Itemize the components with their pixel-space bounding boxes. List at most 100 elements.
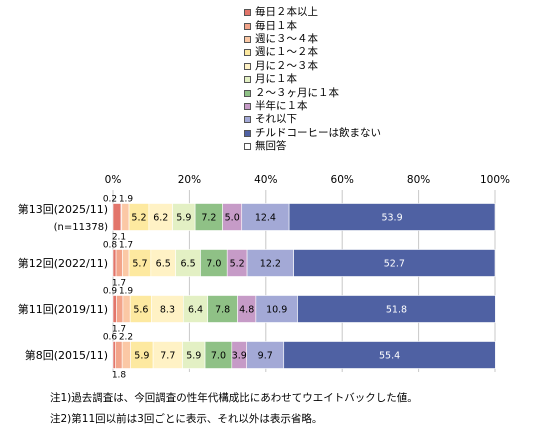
bar-segment xyxy=(200,249,228,277)
legend-label: 週に１～２本 xyxy=(255,46,318,59)
data-label: 52.7 xyxy=(384,259,405,270)
data-label: 7.2 xyxy=(201,213,216,224)
data-label-outside: 2.2 xyxy=(119,333,133,343)
data-label: 9.7 xyxy=(258,351,273,362)
bar-segment xyxy=(293,249,496,277)
data-label-outside: 1.7 xyxy=(119,241,133,251)
bar-segment xyxy=(255,295,298,323)
data-label-outside: 0.8 xyxy=(103,241,118,251)
x-tick-label: 80% xyxy=(407,174,430,186)
bar-segment xyxy=(175,249,201,277)
data-label: 10.9 xyxy=(266,305,287,316)
legend-item: 週に３～４本 xyxy=(244,33,381,46)
data-label: 5.9 xyxy=(186,351,201,362)
bar-segment xyxy=(207,295,238,323)
legend-label: ２～３ヶ月に１本 xyxy=(255,86,339,99)
data-label: 51.8 xyxy=(386,305,407,316)
bar-segment xyxy=(150,249,176,277)
legend-item: 月に２～３本 xyxy=(244,60,381,73)
legend-swatch xyxy=(244,22,251,30)
data-label-outside: 1.7 xyxy=(112,279,126,289)
footnote-1: 注1)過去調査は、今回調査の性年代構成比にあわせてウエイトバックした値。 xyxy=(50,392,418,404)
data-label: 5.9 xyxy=(134,351,149,362)
legend-item: 毎日１本 xyxy=(244,19,381,32)
data-label: 5.6 xyxy=(133,305,148,316)
bar-segment xyxy=(151,295,184,323)
bar-segment xyxy=(182,295,209,323)
category-label: 第13回(2025/11) xyxy=(18,202,108,216)
legend-swatch xyxy=(244,89,251,97)
data-label: 6.5 xyxy=(156,259,171,270)
data-label: 4.8 xyxy=(239,305,254,316)
legend-swatch xyxy=(244,129,251,137)
legend: 毎日２本以上 毎日１本 週に３～４本 週に１～２本 月に２～３本 月に１本 ２～３ヶ月に１本… xyxy=(244,6,381,153)
bar-segment xyxy=(241,203,290,231)
bar-segment xyxy=(246,249,294,277)
category-label: 第12回(2022/11) xyxy=(18,256,108,270)
legend-swatch xyxy=(244,35,251,43)
bar-segment xyxy=(297,295,496,323)
legend-label: 毎日１本 xyxy=(255,19,297,32)
category-label: (n=11378) xyxy=(54,222,108,233)
data-label: 7.7 xyxy=(160,351,175,362)
legend-label: それ以下 xyxy=(255,113,297,126)
data-label: 6.5 xyxy=(181,259,196,270)
data-label: 3.9 xyxy=(232,351,247,362)
legend-label: 月に２～３本 xyxy=(255,59,318,72)
data-label-outside: 1.9 xyxy=(119,287,134,297)
x-tick-label: 100% xyxy=(480,174,510,186)
bar-segment xyxy=(288,203,496,231)
data-label: 6.4 xyxy=(188,305,203,316)
data-label: 12.4 xyxy=(255,213,276,224)
legend-item: ２～３ヶ月に１本 xyxy=(244,86,381,99)
bar-segment xyxy=(194,203,223,231)
category-label: 第8回(2015/11) xyxy=(25,348,108,362)
data-label-outside: 1.7 xyxy=(112,325,126,335)
data-label: 5.7 xyxy=(132,259,147,270)
bar-segment xyxy=(112,249,117,277)
bar-segment xyxy=(283,341,496,369)
data-label: 53.9 xyxy=(381,213,402,224)
data-label-outside: 0.2 xyxy=(103,195,117,205)
legend-item: 月に１本 xyxy=(244,73,381,86)
data-label: 55.4 xyxy=(379,351,400,362)
data-label-outside: 0.6 xyxy=(103,333,118,343)
x-tick-label: 0% xyxy=(105,174,122,186)
data-label-outside: 0.9 xyxy=(103,287,118,297)
bar-segment xyxy=(152,341,183,369)
legend-item: 無回答 xyxy=(244,140,381,153)
data-label-outside: 1.8 xyxy=(112,371,127,381)
data-label: 6.2 xyxy=(153,213,168,224)
data-label: 5.2 xyxy=(230,259,245,270)
bar-segment xyxy=(112,203,122,231)
legend-swatch xyxy=(244,143,251,151)
category-label: 第11回(2019/11) xyxy=(18,302,108,316)
bar-segment xyxy=(116,295,124,323)
legend-label: 毎日２本以上 xyxy=(255,6,318,19)
legend-swatch xyxy=(244,9,251,17)
x-tick-label: 40% xyxy=(254,174,277,186)
bar-segment xyxy=(112,341,116,369)
legend-swatch xyxy=(244,62,251,70)
legend-label: 週に３～４本 xyxy=(255,32,318,45)
bar-segment xyxy=(115,249,123,277)
legend-swatch xyxy=(244,49,251,57)
data-label: 5.0 xyxy=(225,213,240,224)
footnotes: 注1)過去調査は、今回調査の性年代構成比にあわせてウエイトバックした値。 注2)… xyxy=(50,388,418,430)
data-label: 7.8 xyxy=(215,305,230,316)
legend-item: 週に１～２本 xyxy=(244,46,381,59)
bar-segment xyxy=(114,341,123,369)
legend-label: 月に１本 xyxy=(255,73,297,86)
legend-item: それ以下 xyxy=(244,113,381,126)
legend-swatch xyxy=(244,102,251,110)
x-tick-label: 60% xyxy=(331,174,354,186)
bar-segment xyxy=(122,249,130,277)
x-tick-label: 20% xyxy=(178,174,201,186)
data-label: 8.3 xyxy=(160,305,175,316)
data-label-outside: 1.9 xyxy=(119,195,134,205)
legend-label: 半年に１本 xyxy=(255,99,308,112)
bar-segment xyxy=(112,295,117,323)
data-label: 5.2 xyxy=(131,213,146,224)
bar-segment xyxy=(121,203,130,231)
legend-label: 無回答 xyxy=(255,140,287,153)
